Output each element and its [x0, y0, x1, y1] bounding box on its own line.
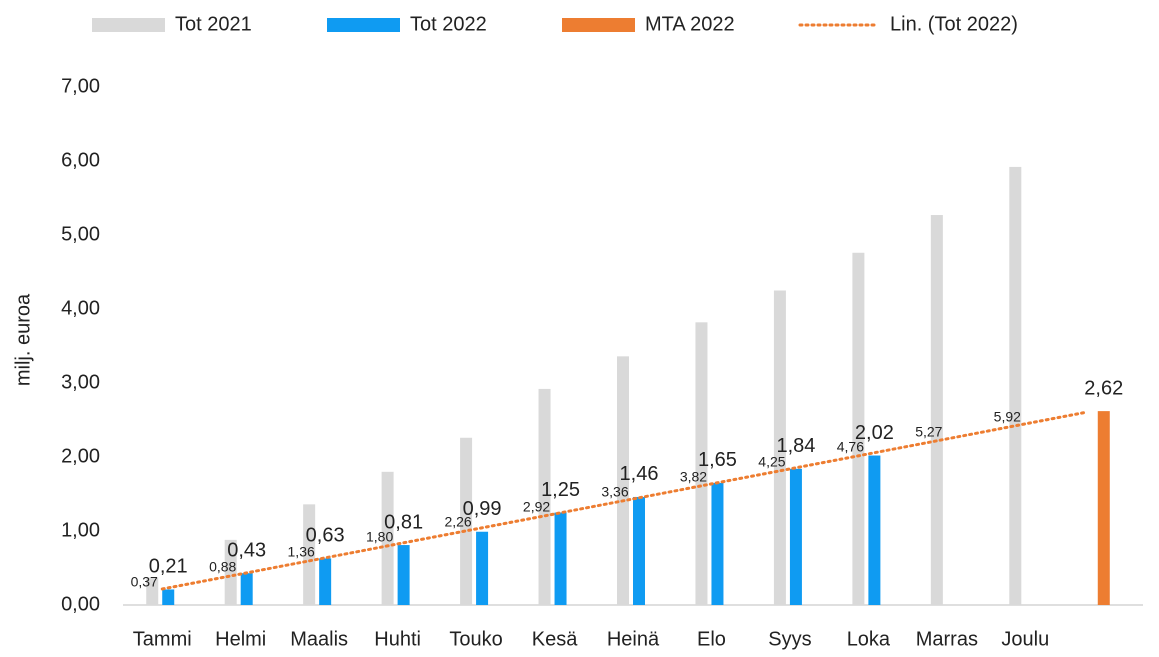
data-label: 1,46 — [620, 463, 659, 485]
bar — [852, 252, 865, 605]
bar — [538, 388, 551, 605]
bar — [554, 512, 567, 605]
data-label: 1,84 — [776, 435, 815, 457]
data-label: 5,92 — [994, 409, 1021, 425]
bar — [868, 455, 881, 605]
x-tick-label: Elo — [697, 628, 726, 650]
data-label: 1,25 — [541, 479, 580, 501]
x-tick-label: Maalis — [290, 628, 348, 650]
legend-swatch — [562, 18, 635, 32]
x-tick-label: Syys — [768, 628, 811, 650]
bar — [1009, 166, 1022, 606]
y-tick-label: 1,00 — [61, 519, 100, 541]
data-label: 0,37 — [131, 574, 158, 590]
y-tick-label: 5,00 — [61, 223, 100, 245]
data-label: 3,82 — [680, 469, 707, 485]
x-tick-label: Helmi — [215, 628, 266, 650]
y-tick-label: 6,00 — [61, 149, 100, 171]
x-tick-label: Heinä — [607, 628, 660, 650]
x-tick-label: Huhti — [374, 628, 421, 650]
bar — [224, 539, 237, 605]
x-tick-label: Loka — [847, 628, 891, 650]
data-label: 0,88 — [209, 559, 236, 575]
y-tick-label: 4,00 — [61, 297, 100, 319]
y-tick-label: 3,00 — [61, 371, 100, 393]
y-axis-title: milj. euroa — [12, 293, 34, 386]
data-label: 0,99 — [463, 498, 502, 520]
bar — [397, 545, 410, 605]
data-label: 1,65 — [698, 449, 737, 471]
bar — [146, 577, 159, 605]
bar — [460, 437, 473, 605]
legend-swatch — [92, 18, 165, 32]
data-label: 1,80 — [366, 529, 393, 545]
y-tick-label: 0,00 — [61, 593, 100, 615]
data-label: 0,21 — [149, 556, 188, 578]
bar — [789, 468, 802, 605]
data-label: 0,43 — [227, 539, 266, 561]
bar — [617, 356, 629, 605]
data-label: 2,92 — [523, 499, 550, 515]
data-label: 0,81 — [384, 511, 423, 533]
x-tick-label: Marras — [916, 628, 978, 650]
data-label: 2,26 — [444, 514, 471, 530]
bar — [930, 215, 943, 605]
bar — [319, 558, 332, 605]
bar — [1097, 411, 1110, 605]
bar — [381, 471, 394, 605]
data-label: 5,27 — [915, 424, 942, 440]
legend-label: Tot 2022 — [410, 13, 487, 35]
bar — [303, 504, 316, 605]
x-tick-label: Joulu — [1001, 628, 1049, 650]
data-label: 1,36 — [288, 544, 315, 560]
data-label: 2,02 — [855, 422, 894, 444]
y-tick-label: 2,00 — [61, 445, 100, 467]
data-label: 4,25 — [758, 454, 785, 470]
data-label: 2,62 — [1084, 377, 1123, 399]
x-tick-label: Tammi — [133, 628, 192, 650]
bar — [633, 496, 645, 605]
x-tick-label: Kesä — [532, 628, 578, 650]
bar — [695, 322, 708, 605]
data-label: 0,63 — [306, 525, 345, 547]
x-tick-label: Touko — [449, 628, 502, 650]
bar — [711, 482, 724, 605]
bar — [240, 573, 253, 605]
legend-label: Tot 2021 — [175, 13, 252, 35]
bar — [162, 589, 175, 605]
y-tick-label: 7,00 — [61, 75, 100, 97]
trendline — [160, 410, 1088, 591]
data-label: 3,36 — [601, 484, 628, 500]
data-label: 4,76 — [837, 439, 864, 455]
bar — [773, 290, 786, 605]
legend-label: MTA 2022 — [645, 13, 735, 35]
bar — [476, 531, 489, 605]
legend-label: Lin. (Tot 2022) — [890, 13, 1018, 35]
legend-swatch — [327, 18, 400, 32]
